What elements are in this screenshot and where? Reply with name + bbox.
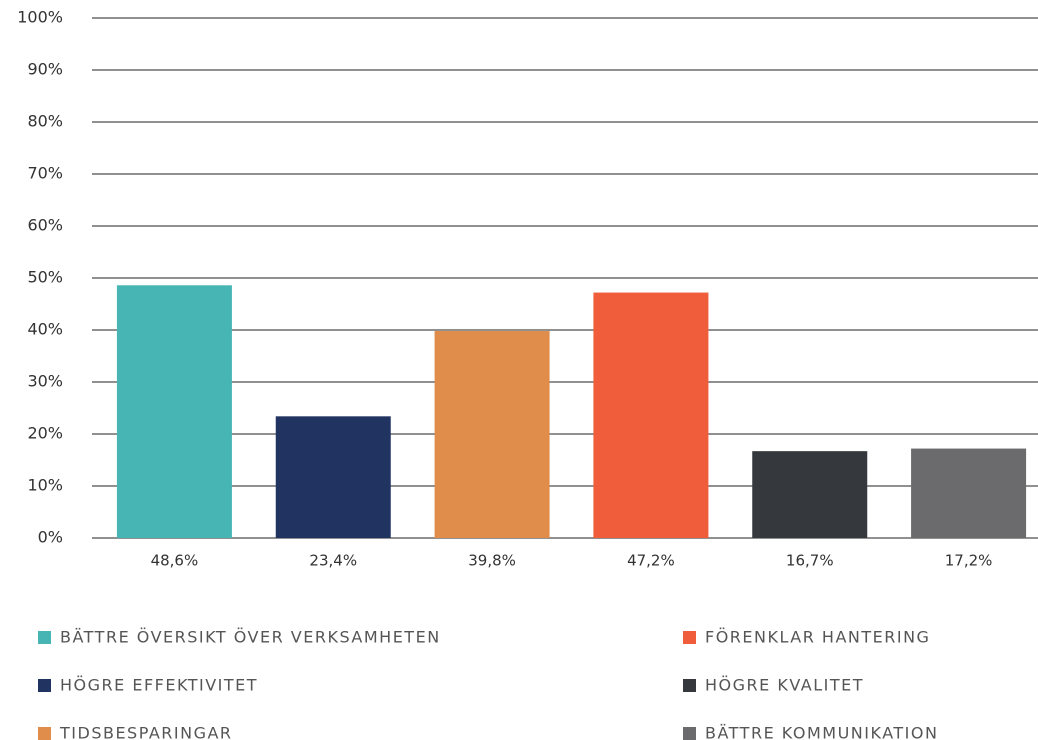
y-tick-label: 0%	[38, 528, 63, 547]
legend-label: FÖRENKLAR HANTERING	[705, 628, 930, 647]
value-label: 47,2%	[627, 552, 675, 570]
y-tick-label: 70%	[27, 164, 63, 183]
legend-label: BÄTTRE ÖVERSIKT ÖVER VERKSAMHETEN	[60, 628, 441, 647]
legend-swatch	[38, 727, 51, 740]
bar	[116, 285, 232, 538]
value-label: 39,8%	[468, 552, 516, 570]
bar	[434, 331, 550, 538]
bar	[275, 416, 391, 538]
legend-swatch	[683, 727, 696, 740]
bar	[752, 451, 868, 538]
value-label: 16,7%	[786, 552, 834, 570]
bar	[593, 292, 709, 538]
y-tick-label: 80%	[27, 112, 63, 131]
y-tick-label: 50%	[27, 268, 63, 287]
legend-swatch	[38, 631, 51, 644]
legend-label: TIDSBESPARINGAR	[59, 724, 233, 740]
y-tick-label: 90%	[27, 60, 63, 79]
legend-swatch	[683, 679, 696, 692]
y-tick-label: 20%	[27, 424, 63, 443]
legend-swatch	[683, 631, 696, 644]
legend-label: HÖGRE KVALITET	[705, 676, 864, 695]
value-label: 48,6%	[151, 552, 199, 570]
y-tick-label: 60%	[27, 216, 63, 235]
legend-swatch	[38, 679, 51, 692]
legend-label: BÄTTRE KOMMUNIKATION	[705, 724, 938, 740]
bar	[911, 448, 1027, 538]
y-tick-label: 40%	[27, 320, 63, 339]
y-tick-label: 30%	[27, 372, 63, 391]
value-label: 17,2%	[945, 552, 993, 570]
y-tick-label: 100%	[17, 8, 63, 27]
value-label: 23,4%	[309, 552, 357, 570]
legend-label: HÖGRE EFFEKTIVITET	[60, 676, 258, 695]
y-tick-label: 10%	[27, 476, 63, 495]
